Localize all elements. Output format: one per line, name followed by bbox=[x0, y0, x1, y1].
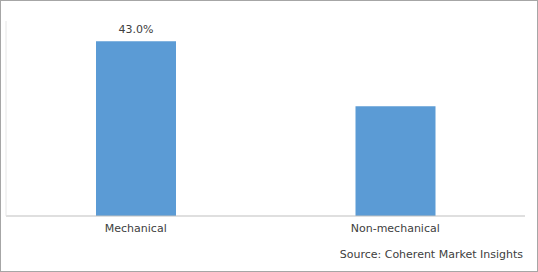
svg-text:Non-mechanical: Non-mechanical bbox=[351, 222, 440, 235]
svg-text:43.0%: 43.0% bbox=[119, 23, 154, 36]
html-text:Source: Coherent Market Insigh: Source: Coherent Market Insights bbox=[339, 248, 523, 261]
svg-text:Mechanical: Mechanical bbox=[105, 222, 167, 235]
